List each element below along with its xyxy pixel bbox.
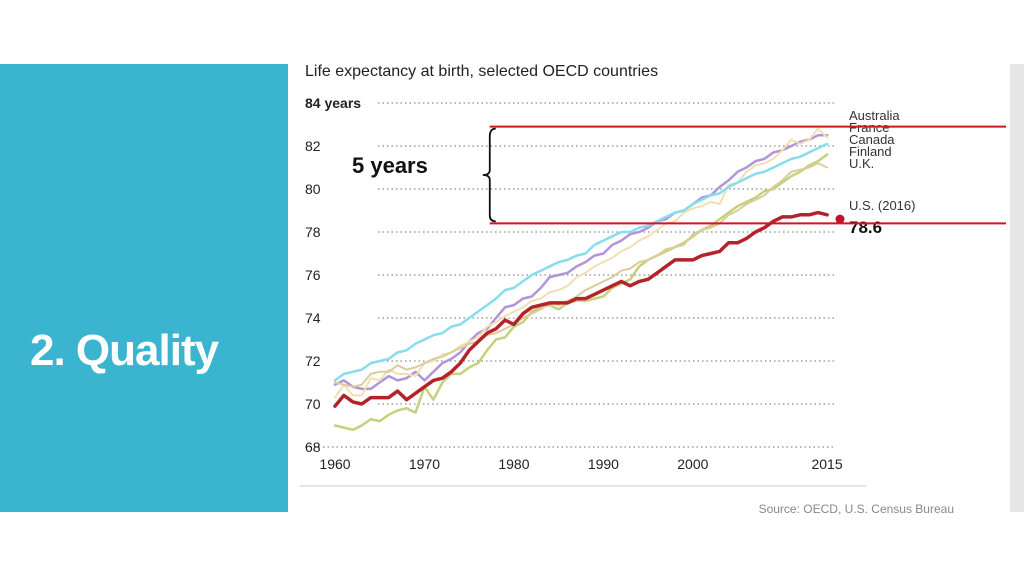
- gap-label: 5 years: [352, 153, 428, 178]
- title-panel: 2. Quality: [0, 64, 288, 512]
- chart-gridlines: [300, 102, 866, 487]
- series-line: [334, 162, 829, 388]
- series-label: Finland: [849, 144, 892, 159]
- y-tick-label: 82: [305, 138, 321, 154]
- series-line: [333, 153, 829, 432]
- series-line: [333, 210, 829, 408]
- y-axis-tick-labels: 84 years 82 80 78 76 74 72 70 68: [305, 95, 361, 455]
- x-tick-label: 2000: [677, 456, 708, 472]
- us-end-point: [835, 214, 845, 224]
- x-tick-label: 2015: [811, 456, 842, 472]
- y-tick-label: 78: [305, 224, 321, 240]
- x-tick-label: 1970: [409, 456, 440, 472]
- x-tick-label: 1990: [588, 456, 619, 472]
- x-tick-label: 1980: [498, 456, 529, 472]
- five-year-gap-annotation: 5 years: [352, 125, 1006, 225]
- series-line: [334, 127, 829, 399]
- slide-title: 2. Quality: [30, 326, 219, 375]
- y-tick-label: 76: [305, 267, 321, 283]
- series-label: Australia: [849, 108, 900, 123]
- chart-series-lines: [333, 127, 845, 432]
- right-edge-strip: [1010, 64, 1024, 512]
- series-line: [333, 142, 829, 382]
- y-tick-label: 72: [305, 353, 321, 369]
- chart-title: Life expectancy at birth, selected OECD …: [305, 63, 658, 80]
- x-axis-tick-labels: 1960 1970 1980 1990 2000 2015: [319, 456, 842, 472]
- chart-source: Source: OECD, U.S. Census Bureau: [759, 502, 954, 516]
- y-tick-label: 80: [305, 181, 321, 197]
- end-value-label: 78.6: [849, 218, 882, 237]
- y-tick-label: 84 years: [305, 95, 361, 111]
- gap-bracket: [482, 127, 496, 223]
- y-tick-label: 74: [305, 310, 321, 326]
- series-label: Canada: [849, 132, 895, 147]
- series-label: U.S. (2016): [849, 198, 915, 213]
- y-tick-label: 68: [305, 439, 321, 455]
- y-tick-label: 70: [305, 396, 321, 412]
- series-label: U.K.: [849, 156, 874, 171]
- x-tick-label: 1960: [319, 456, 350, 472]
